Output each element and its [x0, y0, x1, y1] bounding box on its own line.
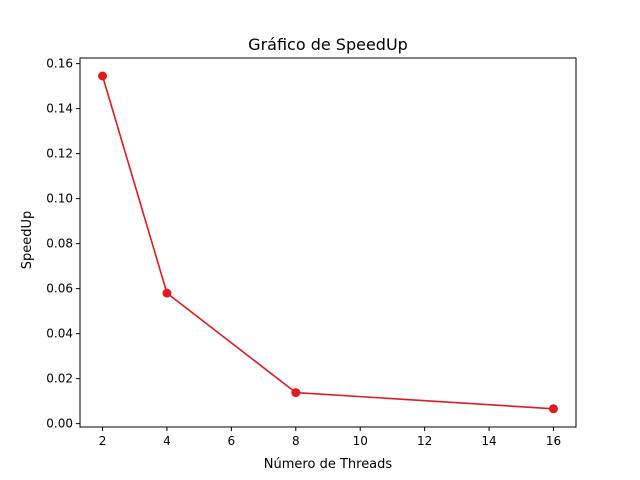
y-tick-label: 0.02 [46, 372, 73, 386]
y-tick-label: 0.00 [46, 417, 73, 431]
x-axis-label: Número de Threads [264, 457, 393, 472]
data-point [548, 404, 558, 414]
y-tick-label: 0.16 [46, 57, 73, 71]
y-tick-label: 0.06 [46, 282, 73, 296]
x-tick-label: 8 [292, 434, 300, 448]
y-axis-label: SpeedUp [20, 211, 35, 270]
y-tick-label: 0.08 [46, 237, 73, 251]
x-tick-label: 16 [546, 434, 561, 448]
y-tick-label: 0.04 [46, 327, 73, 341]
y-tick-label: 0.10 [46, 192, 73, 206]
x-tick-label: 14 [481, 434, 496, 448]
x-tick-label: 10 [353, 434, 368, 448]
x-tick-label: 2 [99, 434, 107, 448]
y-tick-label: 0.12 [46, 147, 73, 161]
x-tick-label: 12 [417, 434, 432, 448]
chart-title: Gráfico de SpeedUp [248, 35, 408, 54]
x-tick-label: 4 [163, 434, 171, 448]
data-point [291, 388, 301, 398]
data-point [98, 71, 108, 81]
y-tick-label: 0.14 [46, 102, 73, 116]
plot-area: 2 4 6 8 10 12 14 16 0.00 0.02 0.04 0.06 0.08 0.10 0.12… [46, 57, 577, 448]
x-tick-label: 6 [228, 434, 236, 448]
series-line [101, 75, 554, 410]
plot-frame [79, 57, 577, 428]
data-point [162, 288, 172, 298]
